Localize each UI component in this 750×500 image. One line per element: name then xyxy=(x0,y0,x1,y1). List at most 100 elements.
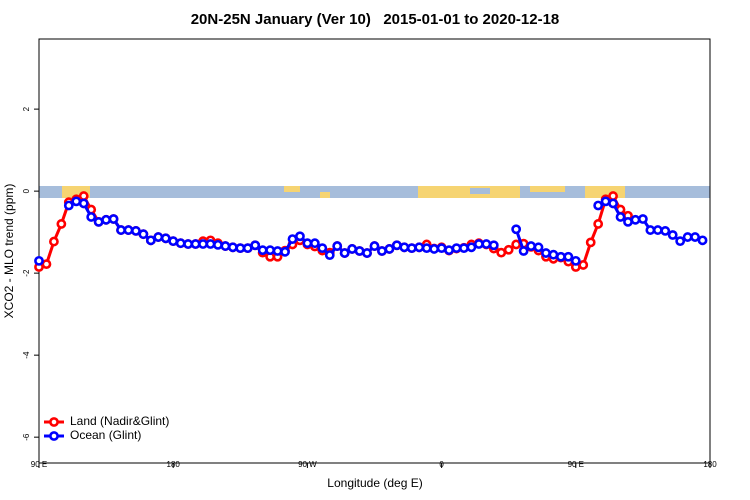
data-point xyxy=(608,198,618,209)
data-point xyxy=(86,212,97,222)
data-point xyxy=(287,234,298,245)
data-point xyxy=(690,232,700,242)
data-point xyxy=(145,235,156,246)
chart-title: 20N-25N January (Ver 10) 2015-01-01 to 2… xyxy=(191,11,560,28)
data-point xyxy=(675,236,686,247)
data-point xyxy=(78,198,89,209)
data-point xyxy=(548,249,559,260)
data-point xyxy=(593,219,604,229)
data-point xyxy=(593,200,604,211)
data-point xyxy=(473,239,484,249)
data-point xyxy=(309,238,320,249)
data-point xyxy=(250,240,261,251)
data-point xyxy=(496,247,507,258)
data-point xyxy=(585,237,596,248)
y-tick-label: 2 xyxy=(22,106,31,111)
data-point xyxy=(399,242,410,253)
data-point xyxy=(131,226,141,236)
data-point xyxy=(56,219,67,229)
x-tick-label: 0 xyxy=(439,460,444,469)
data-point xyxy=(63,200,74,211)
data-point xyxy=(280,246,290,257)
data-point xyxy=(101,214,111,225)
data-point xyxy=(391,240,402,251)
legend-label: Ocean (Glint) xyxy=(70,428,141,442)
data-point xyxy=(183,239,194,249)
data-point xyxy=(190,239,201,249)
data-point xyxy=(369,241,380,251)
x-tick-label: 90 W xyxy=(298,460,317,469)
data-point xyxy=(265,245,276,256)
data-point xyxy=(615,212,626,222)
data-point xyxy=(511,239,522,250)
y-tick-label: 0 xyxy=(22,188,31,193)
x-axis-label: Longitude (deg E) xyxy=(327,476,422,490)
data-point xyxy=(213,239,223,250)
y-axis-label: XCO2 - MLO trend (ppm) xyxy=(2,184,16,319)
legend-label: Land (Nadir&Glint) xyxy=(70,414,169,428)
data-point xyxy=(570,255,581,266)
data-point xyxy=(339,248,350,258)
data-point xyxy=(168,236,179,247)
data-point xyxy=(175,238,186,249)
data-point xyxy=(93,216,104,227)
x-tick-label: 90 E xyxy=(568,460,584,469)
data-point xyxy=(697,235,708,246)
data-point xyxy=(123,225,134,235)
map-strip xyxy=(39,186,710,198)
data-point xyxy=(220,241,231,251)
data-point xyxy=(623,216,633,227)
data-point xyxy=(347,244,358,254)
data-point xyxy=(235,243,246,254)
data-point xyxy=(227,242,238,253)
data-point xyxy=(205,239,216,249)
data-point xyxy=(466,242,477,253)
data-point xyxy=(436,243,447,254)
legend-marker xyxy=(49,417,59,427)
data-point xyxy=(362,248,372,258)
data-point xyxy=(481,239,492,249)
data-point xyxy=(71,196,82,207)
data-point xyxy=(384,244,395,254)
data-point xyxy=(153,232,164,242)
legend-marker xyxy=(49,431,59,441)
data-point xyxy=(421,243,432,254)
data-point xyxy=(555,251,566,262)
data-point xyxy=(488,240,499,251)
data-point xyxy=(49,236,59,247)
data-point xyxy=(108,214,119,224)
data-point xyxy=(257,245,268,256)
y-tick-label: -4 xyxy=(22,351,31,359)
data-point xyxy=(518,246,529,256)
data-point xyxy=(138,229,149,240)
data-point xyxy=(406,243,417,254)
data-point xyxy=(541,248,551,258)
data-point xyxy=(533,242,544,253)
data-point xyxy=(638,214,648,224)
data-point xyxy=(429,244,440,254)
data-point xyxy=(645,225,656,235)
data-point xyxy=(503,244,514,255)
data-point xyxy=(332,241,343,251)
data-point xyxy=(652,225,663,235)
x-tick-label: 180 xyxy=(167,460,181,469)
data-point xyxy=(272,246,283,256)
data-point xyxy=(459,243,469,254)
data-point xyxy=(116,225,126,235)
data-point xyxy=(198,239,208,249)
data-point xyxy=(302,238,313,249)
data-point xyxy=(660,226,671,236)
data-point xyxy=(667,230,678,240)
y-tick-label: -2 xyxy=(22,269,31,277)
data-point xyxy=(354,246,365,256)
data-point xyxy=(324,250,335,261)
data-point xyxy=(444,245,454,256)
data-point xyxy=(526,241,536,251)
data-point xyxy=(41,259,52,270)
data-point xyxy=(242,243,253,254)
data-point xyxy=(160,233,171,244)
data-point xyxy=(414,242,425,253)
data-point xyxy=(630,214,641,225)
plot-frame xyxy=(38,38,711,464)
